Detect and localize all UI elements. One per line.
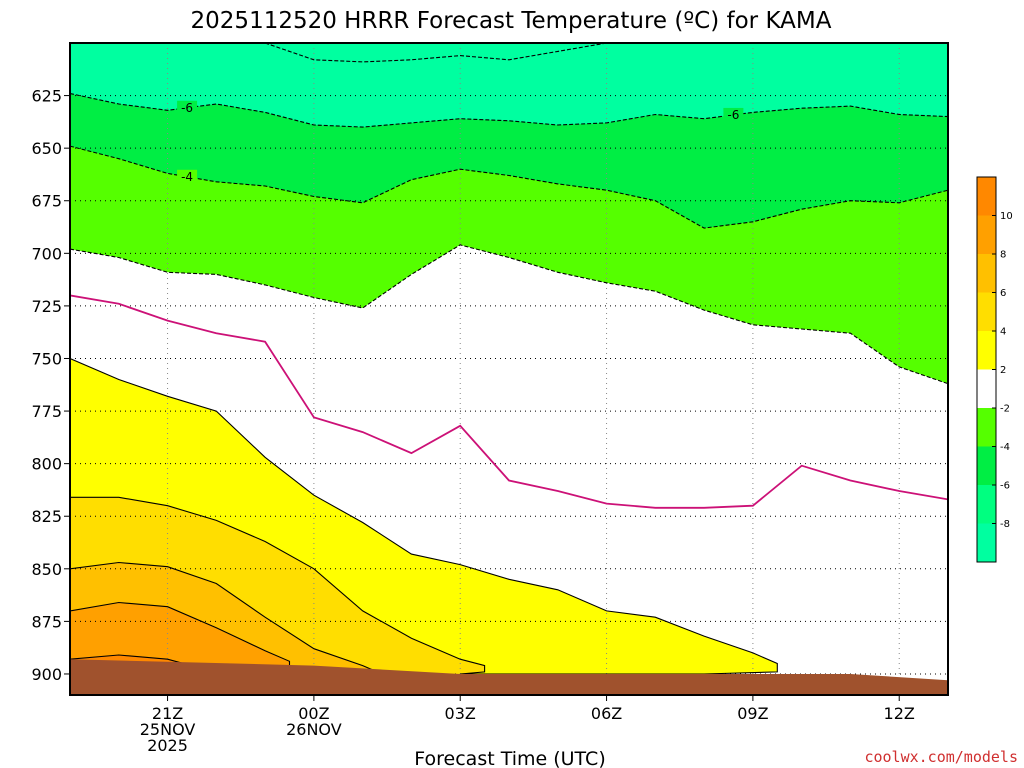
contour-line-2 [70, 357, 778, 675]
plot-frame [69, 42, 949, 696]
colorbar-label-8: 8 [1000, 250, 1006, 261]
x-tick-label-25NOV: 25NOV [140, 720, 196, 739]
y-tick-label-775: 775 [31, 402, 62, 421]
y-axis: 625 650 675 700 725 750 775 800 825 850 875 900 [31, 87, 70, 684]
y-tick-label-875: 875 [31, 612, 62, 631]
grid-lines [70, 43, 948, 695]
x-tick-label-12Z: 12Z [884, 704, 915, 723]
colorbar-label-2: 2 [1000, 365, 1006, 376]
colorbar-label-6: 6 [1000, 288, 1006, 299]
colorbar-swatch-8 [977, 485, 996, 524]
contour-line-4 [70, 496, 486, 675]
colorbar-swatch-2 [977, 254, 996, 293]
y-tick-label-850: 850 [31, 560, 62, 579]
colorbar-swatch-4 [977, 331, 996, 370]
y-tick-label-900: 900 [31, 665, 62, 684]
y-tick-label-650: 650 [31, 139, 62, 158]
y-tick-label-725: 725 [31, 297, 62, 316]
x-tick-label-26NOV: 26NOV [286, 720, 342, 739]
colorbar-label--6: -6 [1000, 481, 1010, 492]
y-tick-label-675: 675 [31, 192, 62, 211]
colorbar-swatch-5 [977, 369, 996, 408]
colorbar-swatch-7 [977, 446, 996, 485]
contour-label--4: -4 [181, 170, 193, 184]
x-tick-label-21Z: 21Z [152, 704, 183, 723]
contour-line-0 [70, 294, 948, 509]
contour-fills [70, 43, 948, 695]
x-tick-label-06Z: 06Z [591, 704, 622, 723]
x-tick-label-2025: 2025 [147, 736, 188, 755]
plot-area: -6 -6 -4 [70, 43, 948, 695]
colorbar-label-4: 4 [1000, 327, 1006, 338]
y-tick-label-800: 800 [31, 455, 62, 474]
colorbar-swatch-1 [977, 215, 996, 254]
contour-label--6: -6 [727, 108, 739, 122]
y-tick-label-750: 750 [31, 349, 62, 368]
contour-label--6: -6 [181, 101, 193, 115]
contour-label-bg [177, 100, 198, 114]
ground-fill [70, 659, 948, 695]
colorbar-label--4: -4 [1000, 442, 1010, 453]
colorbar-label-10: 10 [1000, 211, 1013, 222]
credit-text: coolwx.com/models [864, 748, 1018, 766]
contour-line--6 [70, 92, 948, 128]
colorbar-label--8: -8 [1000, 519, 1010, 530]
colorbar-swatch-6 [977, 408, 996, 447]
colorbar-swatch-0 [977, 177, 996, 216]
contour-label-bg [723, 107, 744, 121]
contour-lines: -6 -6 -4 [70, 43, 948, 675]
contour-label-bg [177, 169, 198, 183]
x-tick-label-00Z: 00Z [298, 704, 329, 723]
y-tick-label-825: 825 [31, 507, 62, 526]
chart-title: 2025112520 HRRR Forecast Temperature (ºC… [191, 8, 832, 34]
x-axis-label: Forecast Time (UTC) [414, 748, 605, 768]
ground-layer [70, 659, 948, 695]
colorbar-swatch-9 [977, 523, 996, 562]
colorbar: 10 8 6 4 2 -2 -4 -6 -8 [976, 176, 1013, 563]
contour-line--8 [264, 43, 607, 63]
contour-line--2 [70, 244, 948, 385]
x-tick-label-09Z: 09Z [737, 704, 768, 723]
colorbar-label--2: -2 [1000, 404, 1010, 415]
y-tick-label-700: 700 [31, 244, 62, 263]
contour-line--4 [70, 145, 948, 229]
y-tick-label-625: 625 [31, 87, 62, 106]
x-tick-label-03Z: 03Z [445, 704, 476, 723]
colorbar-swatch-3 [977, 292, 996, 331]
